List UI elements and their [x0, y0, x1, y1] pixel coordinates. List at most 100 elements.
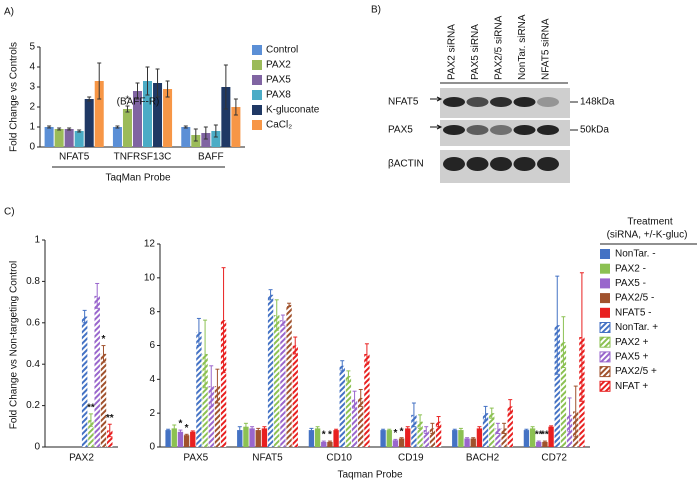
y-axis-label: Fold Change vs Non-targeting Control: [9, 261, 20, 429]
bar: [190, 431, 196, 447]
y-tick-label: 0.4: [26, 359, 40, 370]
bar: [183, 435, 190, 447]
panel-label: C): [4, 207, 15, 218]
y-tick-label: 0: [29, 142, 35, 153]
y-tick-label: 0: [34, 442, 40, 453]
lane-label: PAX5 siRNA: [470, 24, 481, 80]
y-tick-label: 12: [144, 239, 156, 250]
significance: *: [322, 430, 326, 441]
y-tick-label: 10: [144, 272, 156, 283]
bar: [84, 99, 94, 147]
bar: [231, 107, 241, 147]
x-tick-label: NFAT5: [252, 453, 283, 464]
bar: [292, 345, 298, 447]
bar: [345, 375, 352, 447]
bar: [411, 414, 417, 447]
bar: [476, 428, 483, 447]
bar: [274, 315, 280, 447]
bar: [261, 428, 268, 447]
x-tick-label: PAX2: [69, 453, 94, 464]
legend-swatch: [252, 120, 262, 130]
bar: [196, 331, 202, 447]
significance: *: [400, 426, 404, 437]
legend-label: PAX5 -: [615, 278, 646, 289]
blot-band: [537, 125, 559, 135]
bar: [132, 91, 142, 147]
significance: **: [535, 430, 543, 441]
legend-swatch: [600, 263, 610, 274]
blot-band: [443, 157, 465, 171]
y-tick-label: 1: [34, 235, 40, 246]
bar: [107, 430, 113, 447]
bar: [482, 413, 489, 447]
marker-label: 148kDa: [580, 97, 615, 108]
bar: [122, 109, 132, 147]
bar: [386, 430, 392, 447]
legend-label: NFAT +: [615, 381, 648, 392]
bar: [358, 397, 364, 447]
bar: [458, 430, 464, 447]
bar: [489, 413, 495, 447]
x-tick-label: CD10: [326, 453, 352, 464]
x-tick-label: NFAT5: [59, 152, 90, 163]
bar: [464, 438, 470, 447]
bar: [314, 428, 321, 447]
bar: [523, 430, 530, 447]
panel-label: A): [4, 7, 14, 18]
bar: [249, 428, 255, 447]
legend-subtitle: (siRNA, +/-K-gluc): [607, 230, 688, 241]
legend-swatch: [252, 60, 262, 70]
bar: [364, 353, 370, 447]
bar: [452, 430, 458, 447]
blot-band: [466, 157, 489, 171]
significance: **: [541, 430, 549, 441]
bar: [163, 89, 173, 147]
bar: [94, 81, 104, 147]
row-label: βACTIN: [388, 159, 424, 170]
bar: [208, 386, 214, 447]
legend-label: PAX2 -: [615, 263, 646, 274]
bar: [54, 129, 64, 147]
y-tick-label: 1: [29, 122, 35, 133]
legend-label: PAX5: [266, 75, 291, 86]
bar: [181, 127, 191, 147]
bar: [536, 441, 542, 447]
x-tick-label: CD19: [398, 453, 424, 464]
bar: [112, 127, 122, 147]
significance: *: [102, 334, 106, 345]
legend-swatch: [600, 249, 610, 259]
blot-band: [490, 97, 512, 107]
x-tick-label: BACH2: [466, 453, 500, 464]
bar: [221, 87, 231, 147]
bar: [548, 426, 554, 447]
bar: [243, 426, 249, 447]
blot-band: [466, 97, 489, 107]
legend-label: K-gluconate: [266, 105, 320, 116]
bar: [380, 430, 386, 447]
significance: *: [185, 423, 189, 434]
bar: [417, 421, 423, 447]
x-tick-label: PAX5: [183, 453, 208, 464]
legend-label: NFAT5 -: [615, 307, 651, 318]
blot-band: [513, 157, 536, 171]
bar: [143, 81, 153, 147]
blot-band: [443, 125, 465, 135]
bar: [286, 304, 292, 447]
x-axis-label: TaqMan Probe: [105, 173, 170, 184]
y-tick-label: 0.2: [26, 400, 40, 411]
legend-label: PAX2: [266, 60, 291, 71]
bar: [177, 431, 184, 447]
bar: [153, 83, 163, 147]
lane-label: PAX2/5 siRNA: [494, 15, 505, 80]
y-tick-label: 0: [149, 442, 155, 453]
blot-band: [513, 125, 536, 135]
legend-swatch: [252, 45, 262, 55]
bar: [255, 430, 261, 447]
bar: [560, 342, 567, 447]
bar: [94, 295, 100, 447]
bar: [88, 420, 94, 447]
x-tick-label: TNFRSF13C: [114, 152, 172, 163]
bar: [214, 386, 221, 447]
legend-swatch: [599, 351, 611, 363]
y-axis-label: Fold Change vs Controls: [9, 42, 20, 152]
